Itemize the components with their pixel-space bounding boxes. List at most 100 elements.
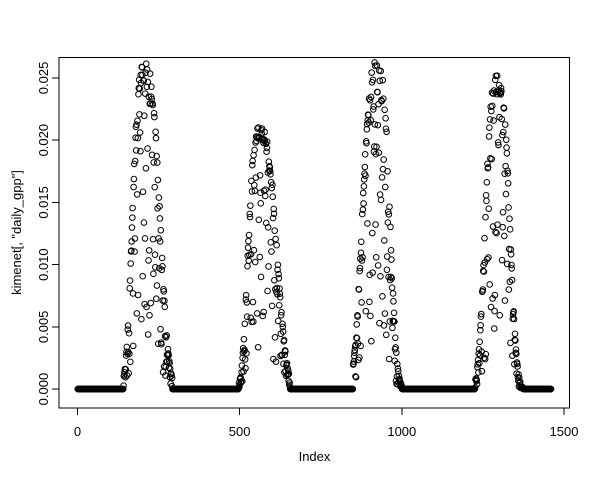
data-point xyxy=(271,334,279,341)
data-point xyxy=(394,365,402,372)
data-point xyxy=(254,343,262,351)
data-point xyxy=(280,336,288,344)
data-point xyxy=(145,257,152,264)
data-point xyxy=(129,204,136,212)
data-point xyxy=(491,76,499,84)
data-point xyxy=(138,315,145,323)
data-point xyxy=(125,329,133,337)
data-point xyxy=(250,151,257,159)
data-point xyxy=(364,220,371,227)
data-point xyxy=(388,256,395,263)
data-point xyxy=(125,370,133,377)
data-point xyxy=(144,78,152,86)
data-point xyxy=(278,308,285,316)
data-point xyxy=(157,226,165,234)
data-point xyxy=(249,298,257,306)
data-point xyxy=(510,308,518,315)
data-point xyxy=(156,238,164,245)
data-point xyxy=(477,310,485,318)
data-point xyxy=(243,299,251,306)
data-point xyxy=(160,288,168,295)
data-point xyxy=(471,384,479,391)
data-point xyxy=(360,183,368,190)
data-point xyxy=(150,159,158,166)
data-point xyxy=(367,116,374,124)
data-point xyxy=(486,116,494,123)
data-point xyxy=(133,121,140,128)
data-point xyxy=(359,254,366,261)
data-point xyxy=(261,192,269,200)
data-point xyxy=(161,303,169,311)
data-point xyxy=(353,321,361,328)
data-point xyxy=(131,157,139,165)
data-point xyxy=(153,295,160,303)
data-point xyxy=(139,188,147,196)
data-point xyxy=(351,349,358,356)
data-point xyxy=(152,128,159,136)
data-point xyxy=(151,251,159,259)
data-point xyxy=(130,160,138,168)
data-point xyxy=(356,354,363,361)
data-point xyxy=(119,385,127,393)
data-point xyxy=(243,350,250,357)
data-point xyxy=(515,374,523,382)
data-point xyxy=(284,371,291,379)
data-point xyxy=(165,364,173,371)
data-point xyxy=(283,359,291,367)
data-point xyxy=(358,257,366,264)
data-point xyxy=(484,160,491,168)
data-point xyxy=(503,260,511,268)
data-point xyxy=(355,286,363,293)
data-point xyxy=(151,183,158,191)
data-point xyxy=(136,129,144,136)
data-point xyxy=(497,84,505,92)
data-point xyxy=(257,189,264,196)
data-point xyxy=(357,249,365,257)
data-point xyxy=(483,255,491,263)
data-point xyxy=(245,237,252,245)
data-point xyxy=(153,152,160,160)
data-point xyxy=(276,290,284,298)
data-point xyxy=(241,320,249,328)
data-point xyxy=(130,175,138,183)
data-point xyxy=(389,324,396,332)
data-point xyxy=(504,180,512,187)
data-point xyxy=(483,178,491,186)
data-point xyxy=(504,170,512,177)
data-point xyxy=(261,128,268,136)
data-point xyxy=(249,161,256,169)
y-tick-label: 0.000 xyxy=(36,373,51,406)
data-point xyxy=(270,205,278,213)
x-tick-label: 0 xyxy=(74,424,81,439)
data-point xyxy=(498,115,506,123)
data-point xyxy=(148,95,156,103)
data-point xyxy=(473,380,481,388)
data-point xyxy=(268,248,275,255)
data-point xyxy=(156,202,163,210)
data-point xyxy=(377,273,384,280)
y-axis-title: kimenet[, "daily_gpp"] xyxy=(8,170,24,295)
data-point xyxy=(250,246,258,254)
data-point xyxy=(249,318,257,325)
data-point xyxy=(279,320,286,328)
data-point xyxy=(484,164,492,171)
data-point xyxy=(362,172,369,180)
data-point xyxy=(380,156,387,163)
data-point xyxy=(502,190,510,198)
data-point xyxy=(154,176,162,184)
data-point xyxy=(384,208,392,215)
data-point xyxy=(385,355,393,363)
data-point xyxy=(491,307,498,315)
data-point xyxy=(390,298,397,305)
data-point xyxy=(270,210,278,218)
data-point xyxy=(145,247,153,254)
data-point xyxy=(133,191,141,198)
data-point xyxy=(263,144,271,152)
data-point xyxy=(513,360,521,368)
data-point xyxy=(133,310,141,317)
data-point xyxy=(129,342,137,350)
data-point xyxy=(499,131,506,139)
data-point xyxy=(372,221,379,228)
data-point xyxy=(479,286,487,293)
